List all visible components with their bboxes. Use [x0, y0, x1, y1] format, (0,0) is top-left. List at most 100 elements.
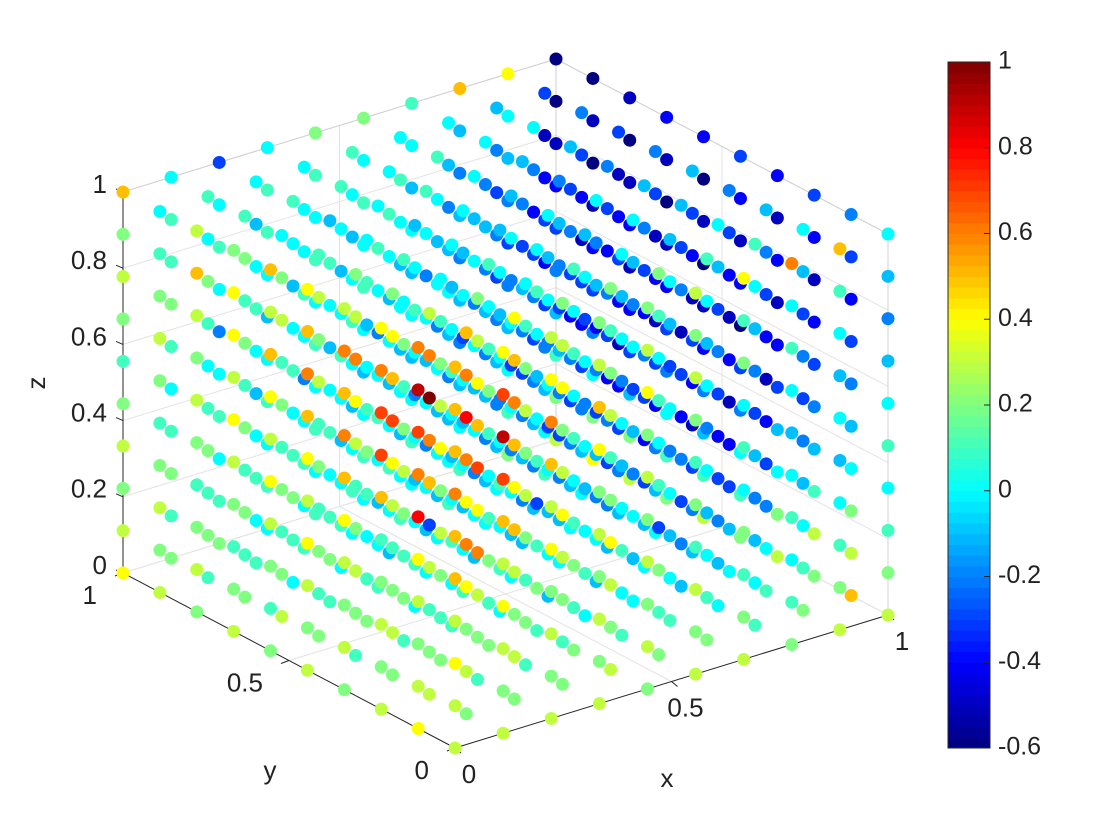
point	[648, 187, 662, 201]
point	[227, 286, 241, 300]
point	[770, 211, 784, 225]
point	[308, 168, 322, 182]
point	[689, 667, 703, 681]
point	[312, 333, 326, 347]
point	[589, 194, 603, 208]
point	[612, 125, 626, 139]
colorbar-band	[948, 137, 990, 149]
point	[555, 635, 569, 649]
point	[360, 276, 374, 290]
point	[212, 536, 226, 550]
colorbar-band	[948, 83, 990, 95]
point	[538, 86, 552, 100]
point	[563, 225, 577, 239]
point	[411, 637, 425, 651]
point	[260, 141, 274, 155]
point	[456, 204, 470, 218]
point	[549, 94, 563, 108]
point	[844, 250, 858, 264]
point	[615, 374, 629, 388]
point	[434, 441, 448, 455]
point	[544, 330, 558, 344]
point	[312, 290, 326, 304]
point	[345, 188, 359, 202]
point	[201, 571, 215, 585]
point	[312, 587, 326, 601]
point	[674, 283, 688, 297]
point	[552, 216, 566, 230]
point	[459, 707, 473, 721]
point	[275, 610, 289, 624]
point	[408, 218, 422, 232]
z-tick-label: 0.6	[71, 321, 107, 351]
point	[700, 252, 714, 266]
z-tick	[115, 340, 124, 345]
point	[312, 417, 326, 431]
colorbar-band	[948, 533, 990, 545]
point	[300, 663, 314, 677]
colorbar-tick-label: 0.2	[998, 390, 1033, 418]
point	[711, 556, 725, 570]
colorbar-band	[948, 447, 990, 460]
point	[637, 179, 651, 193]
point	[116, 270, 130, 284]
point	[482, 384, 496, 398]
point	[844, 208, 858, 222]
point	[357, 153, 371, 167]
point	[411, 595, 425, 609]
point	[212, 282, 226, 296]
point	[689, 413, 703, 427]
point	[722, 353, 736, 367]
point	[238, 294, 252, 308]
point	[467, 254, 481, 268]
colorbar-tick-label: 0.8	[998, 132, 1033, 160]
point	[482, 427, 496, 441]
colorbar-band	[948, 490, 990, 502]
colorbar-band	[948, 115, 990, 127]
point	[652, 648, 666, 662]
colorbar-band	[948, 415, 990, 427]
point	[555, 381, 569, 395]
point	[297, 202, 311, 216]
point	[737, 398, 751, 412]
point	[153, 585, 167, 599]
colorbar-band	[948, 254, 990, 267]
point	[496, 557, 510, 571]
point	[663, 444, 677, 458]
point	[482, 469, 496, 483]
point	[227, 497, 241, 511]
point	[626, 255, 640, 269]
point	[881, 396, 895, 410]
colorbar-band	[948, 726, 990, 738]
point	[212, 198, 226, 212]
colorbar-band	[948, 319, 990, 331]
point	[538, 129, 552, 143]
point	[615, 247, 629, 261]
colorbar-band	[948, 437, 990, 449]
point	[430, 150, 444, 164]
point	[567, 643, 581, 657]
point	[530, 285, 544, 299]
box-edge	[122, 58, 557, 193]
point	[345, 230, 359, 244]
x-tick-label: 1	[895, 626, 909, 656]
point	[592, 697, 606, 711]
point	[467, 212, 481, 226]
point	[385, 456, 399, 470]
point	[807, 315, 821, 329]
point	[349, 310, 363, 324]
point	[442, 116, 456, 130]
x-tick	[671, 681, 678, 687]
point	[286, 279, 300, 293]
point	[312, 248, 326, 262]
colorbar-band	[948, 597, 990, 610]
colorbar-band	[948, 469, 990, 481]
point	[260, 225, 274, 239]
point	[323, 341, 337, 355]
colorbar-tick-label: 1	[998, 47, 1012, 75]
point	[153, 416, 167, 430]
point	[419, 269, 433, 283]
z-tick-label: 0.8	[71, 245, 107, 275]
point	[785, 384, 799, 398]
point	[227, 413, 241, 427]
